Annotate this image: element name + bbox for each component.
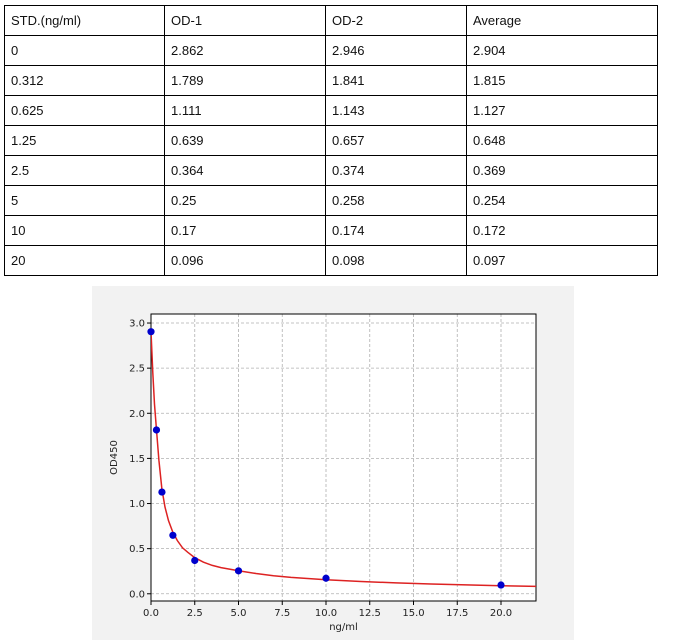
table-row: 20 0.096 0.098 0.097 <box>4 245 658 276</box>
table-cell: 20 <box>4 245 165 276</box>
table-cell: 0.374 <box>325 155 467 186</box>
y-tick-label: 0.0 <box>129 589 145 600</box>
table-cell: 0.096 <box>164 245 326 276</box>
y-tick-label: 2.5 <box>129 364 145 375</box>
table-header-cell: OD-2 <box>325 5 467 36</box>
table-row: 0.312 1.789 1.841 1.815 <box>4 65 658 96</box>
data-point <box>152 426 161 434</box>
data-point <box>234 567 243 575</box>
table-row: 2.5 0.364 0.374 0.369 <box>4 155 658 186</box>
table-cell: 0.364 <box>164 155 326 186</box>
table-cell: 1.25 <box>4 125 165 156</box>
x-axis-label: ng/ml <box>329 622 358 633</box>
x-tick-label: 10.0 <box>315 608 337 619</box>
table-header-cell: OD-1 <box>164 5 326 36</box>
x-tick-label: 7.5 <box>274 608 290 619</box>
table-cell: 0.098 <box>325 245 467 276</box>
table-header-cell: Average <box>466 5 658 36</box>
table-cell: 1.841 <box>325 65 467 96</box>
y-tick-label: 1.0 <box>129 499 145 510</box>
data-point <box>158 488 166 496</box>
table-cell: 0.258 <box>325 185 467 216</box>
table-cell: 0.639 <box>164 125 326 156</box>
table-cell: 0.17 <box>164 215 326 246</box>
table-cell: 2.5 <box>4 155 165 186</box>
table-cell: 1.815 <box>466 65 658 96</box>
table-cell: 1.789 <box>164 65 326 96</box>
table-cell: 1.127 <box>466 95 658 126</box>
table-cell: 5 <box>4 185 165 216</box>
fitted-curve <box>151 331 536 588</box>
table-cell: 0.172 <box>466 215 658 246</box>
chart-panel: 0.0 2.5 5.0 7.5 10.0 12.5 15.0 17.5 20.0 0.0 0.5 1.… <box>92 286 574 640</box>
plot-frame <box>150 313 537 602</box>
table-cell: 0 <box>4 35 165 66</box>
standard-table: STD.(ng/ml) OD-1 OD-2 Average 0 2.862 2.946 2.… <box>4 5 658 276</box>
table-header-row: STD.(ng/ml) OD-1 OD-2 Average <box>4 5 658 36</box>
table-cell: 0.369 <box>466 155 658 186</box>
table-cell: 2.862 <box>164 35 326 66</box>
table-cell: 0.657 <box>325 125 467 156</box>
table-cell: 0.174 <box>325 215 467 246</box>
x-tick-label: 5.0 <box>231 608 247 619</box>
table-cell: 2.946 <box>325 35 467 66</box>
data-point <box>169 531 177 539</box>
y-tick-label: 1.5 <box>129 454 145 465</box>
table-body: 0 2.862 2.946 2.904 0.312 1.789 1.841 1.815 0.62… <box>4 35 658 276</box>
table-cell: 0.625 <box>4 95 165 126</box>
table-cell: 2.904 <box>466 35 658 66</box>
data-point <box>147 328 155 336</box>
y-tick-label: 0.5 <box>129 544 145 555</box>
table-header-cell: STD.(ng/ml) <box>4 5 165 36</box>
table-cell: 0.312 <box>4 65 165 96</box>
x-tick-label: 17.5 <box>446 608 468 619</box>
y-tick-label: 3.0 <box>129 319 145 330</box>
table-cell: 0.648 <box>466 125 658 156</box>
table-row: 10 0.17 0.174 0.172 <box>4 215 658 246</box>
table-cell: 1.111 <box>164 95 326 126</box>
plot-area <box>151 314 536 601</box>
y-axis-label: OD450 <box>109 440 120 475</box>
x-tick-label: 15.0 <box>402 608 424 619</box>
table-cell: 0.097 <box>466 245 658 276</box>
data-point <box>497 581 505 589</box>
y-tick-label: 2.0 <box>129 409 145 420</box>
table-cell: 1.143 <box>325 95 467 126</box>
od450-chart: 0.0 2.5 5.0 7.5 10.0 12.5 15.0 17.5 20.0 0.0 0.5 1.… <box>109 313 537 633</box>
x-tick-label: 20.0 <box>490 608 512 619</box>
table-row: 5 0.25 0.258 0.254 <box>4 185 658 216</box>
x-tick-label: 12.5 <box>359 608 381 619</box>
table-row: 0.625 1.111 1.143 1.127 <box>4 95 658 126</box>
table-cell: 0.254 <box>466 185 658 216</box>
x-tick-label: 0.0 <box>143 608 159 619</box>
table-row: 0 2.862 2.946 2.904 <box>4 35 658 66</box>
table-cell: 10 <box>4 215 165 246</box>
table-row: 1.25 0.639 0.657 0.648 <box>4 125 658 156</box>
data-point <box>191 556 199 565</box>
data-point <box>322 574 330 582</box>
x-tick-label: 2.5 <box>187 608 203 619</box>
table-cell: 0.25 <box>164 185 326 216</box>
